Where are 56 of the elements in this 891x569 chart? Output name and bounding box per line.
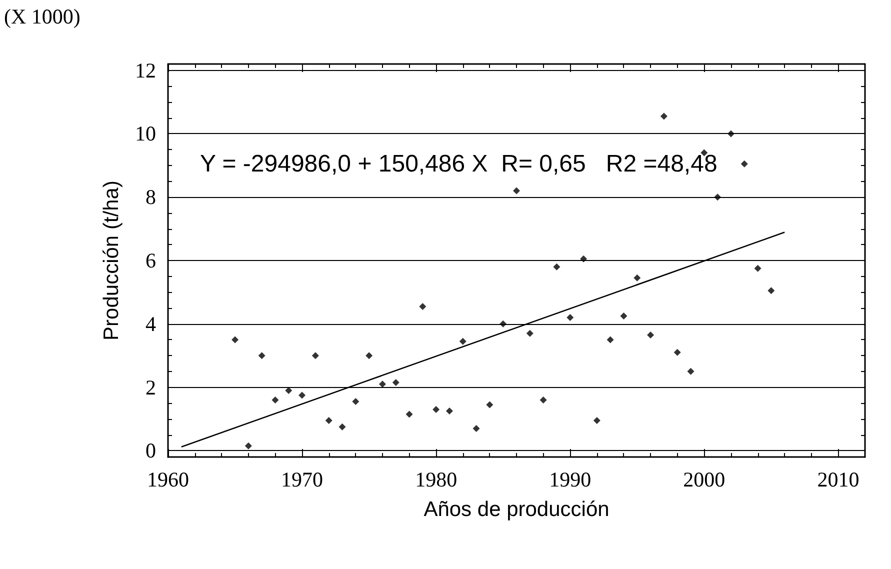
y-tick-label: 12 [135,58,156,82]
point [768,287,775,294]
point [419,302,426,310]
point [500,320,507,328]
point [674,348,681,356]
point [446,408,453,415]
point [486,401,494,408]
point [580,255,588,262]
annotation: Y = -294986,0 + 150,486 X R= 0,65 R2 =48,48 [200,150,718,178]
point [432,406,440,413]
text: (X 1000) [4,4,80,28]
point [526,330,534,337]
y-tick-label: 8 [146,185,156,210]
point [472,424,480,432]
point [553,263,560,270]
point [754,264,762,272]
point [459,338,466,345]
point [338,423,346,430]
x-tick-label: 1970 [281,468,324,492]
x-tick-label: 1960 [147,468,189,492]
point [714,194,722,201]
point [378,380,386,388]
x-tick-label: 2000 [683,468,726,492]
point [660,112,668,120]
x-axis-title: Años de producción [424,498,610,521]
point [740,160,748,168]
point [634,274,641,282]
y-tick-label: 10 [135,122,156,146]
y-axis-title: Producción (t/ha) [100,180,123,340]
x-tick-label: 1980 [415,468,458,492]
y-tick-label: 6 [146,248,156,272]
point [366,352,373,360]
y-tick-label: 2 [146,375,156,400]
point [232,336,239,344]
point [272,396,279,404]
point [352,398,360,406]
point [312,352,319,360]
point [727,130,734,138]
point [392,379,400,386]
point [687,368,694,375]
point [325,417,332,424]
y-tick-label: 4 [146,312,156,336]
x-tick-label: 1990 [549,468,592,492]
y-tick-label: 0 [146,438,156,463]
point [298,392,306,399]
point [620,312,628,320]
x-tick-label: 2010 [817,468,860,492]
point [593,417,600,424]
point [606,336,614,344]
point [647,331,654,338]
point [513,187,520,194]
point [258,352,266,360]
point [566,314,574,322]
point [540,396,547,404]
point [244,442,252,450]
point [406,410,413,418]
